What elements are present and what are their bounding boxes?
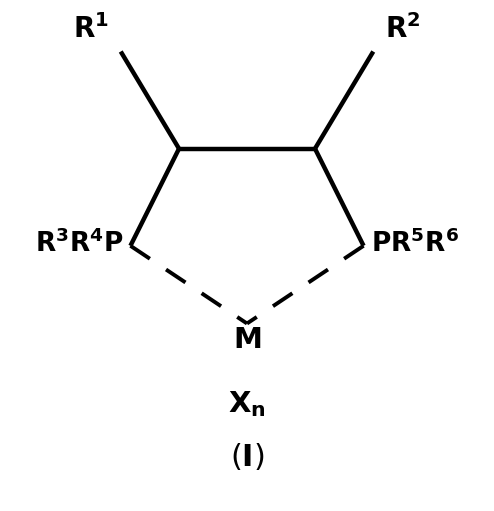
Text: $(\mathbf{I})$: $(\mathbf{I})$: [230, 440, 264, 472]
Text: $\mathbf{X_n}$: $\mathbf{X_n}$: [228, 389, 266, 419]
Text: $\mathbf{M}$: $\mathbf{M}$: [233, 326, 261, 354]
Text: $\mathbf{R^1}$: $\mathbf{R^1}$: [73, 14, 109, 44]
Text: $\mathbf{R^3R^4P}$: $\mathbf{R^3R^4P}$: [35, 229, 123, 258]
Text: $\mathbf{R^2}$: $\mathbf{R^2}$: [385, 14, 421, 44]
Text: $\mathbf{PR^5R^6}$: $\mathbf{PR^5R^6}$: [371, 229, 459, 258]
